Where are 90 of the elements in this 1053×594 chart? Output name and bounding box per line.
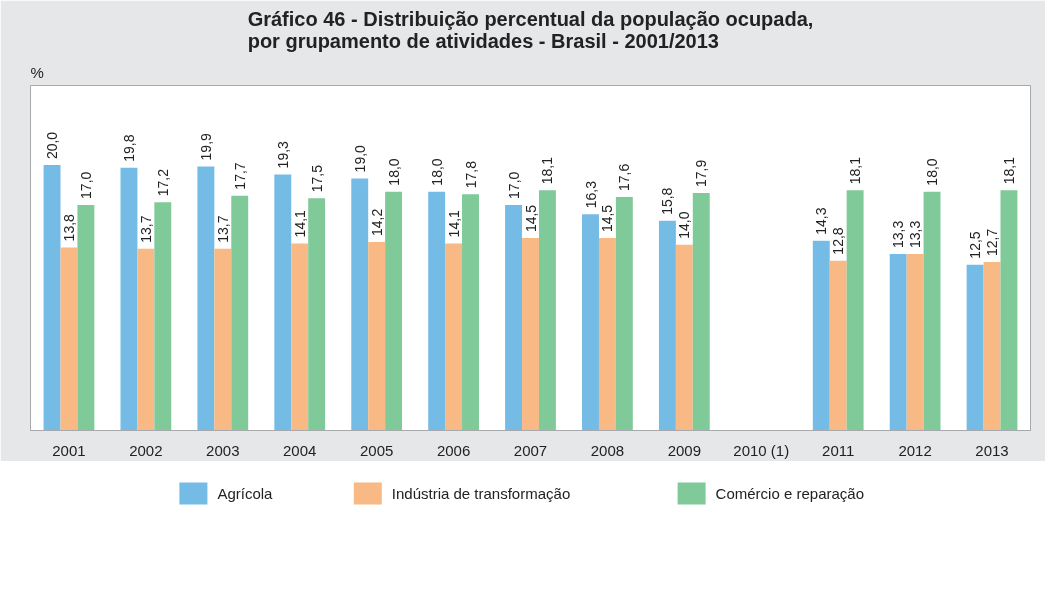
data-label: 14,5 [599, 204, 616, 233]
bar [846, 190, 864, 431]
bar [538, 190, 556, 431]
x-tick-label: 2011 [822, 441, 855, 459]
x-tick-label: 2008 [590, 441, 625, 459]
bar [428, 191, 446, 431]
data-label: 14,1 [291, 209, 308, 238]
data-label: 12,8 [830, 227, 847, 255]
data-label: 13,7 [137, 215, 154, 243]
bar [829, 260, 847, 431]
data-label: 15,8 [659, 187, 676, 215]
bar [505, 204, 523, 431]
data-label: 18,1 [539, 156, 556, 185]
data-label: 14,2 [368, 208, 385, 237]
bar [522, 238, 539, 431]
text: % [30, 63, 44, 81]
data-label: 18,1 [1000, 156, 1017, 185]
x-tick-label: 2001 [52, 441, 86, 459]
x-tick-label: 2009 [667, 441, 702, 459]
data-label: 19,8 [120, 134, 137, 162]
bar [658, 220, 676, 431]
data-label: 17,2 [154, 168, 171, 197]
x-tick-label: 2002 [129, 441, 163, 459]
data-label: 16,3 [582, 180, 599, 209]
x-tick-label: 2007 [513, 441, 548, 459]
data-label: 17,9 [693, 159, 710, 187]
bar [598, 238, 616, 431]
data-label: 18,0 [924, 158, 941, 186]
legend-label: Indústria de transformação [391, 485, 571, 502]
bar [812, 240, 830, 431]
bar [906, 254, 924, 431]
bar [197, 166, 215, 431]
bar [154, 202, 172, 431]
bar [385, 191, 403, 431]
x-tick-label: 2004 [283, 441, 317, 459]
bar [615, 196, 633, 431]
x-tick-label: 2012 [898, 441, 932, 459]
x-tick-label: 2006 [436, 441, 471, 459]
bar [43, 165, 61, 431]
data-label: 18,0 [428, 158, 445, 186]
data-label: 14,3 [813, 207, 830, 235]
bar [675, 244, 693, 431]
bar [462, 194, 479, 431]
data-label: 20,0 [44, 131, 61, 160]
bar [291, 243, 309, 431]
data-label: 19,9 [197, 132, 214, 161]
x-tick-label: 2013 [975, 441, 1009, 459]
data-label: 14,5 [522, 204, 539, 233]
data-label: 13,3 [907, 220, 924, 249]
legend-label: Comércio e reparação [715, 485, 865, 502]
chart-title: Gráfico 46 - Distribuição percentual da população ocupada, por grupamento de atividades - Brasil - 2001/2013 [247, 7, 814, 52]
data-label: 13,7 [214, 215, 231, 243]
bar [445, 243, 463, 431]
bar [1000, 190, 1018, 431]
legend-label: Agrícola [217, 485, 274, 502]
bar [368, 242, 386, 431]
bar [137, 248, 155, 431]
data-label: 12,5 [967, 231, 984, 259]
x-tick-label: 2005 [359, 441, 394, 459]
data-label: 13,3 [890, 220, 907, 249]
data-label: 18,0 [385, 158, 402, 186]
data-label: 14,1 [445, 209, 462, 238]
data-label: 17,5 [308, 164, 325, 193]
data-label: 17,8 [462, 160, 479, 189]
data-label: 19,3 [274, 140, 291, 169]
data-label: 14,0 [676, 211, 693, 239]
bar [582, 214, 599, 431]
bar [308, 198, 326, 431]
bar [983, 261, 1001, 431]
x-tick-label: 2010 (1) [733, 441, 790, 459]
bar [274, 174, 292, 431]
bar [60, 247, 78, 431]
bar [214, 248, 232, 431]
data-label: 17,0 [77, 171, 94, 199]
data-label: 18,1 [847, 156, 864, 185]
data-label: 13,8 [60, 213, 77, 242]
bar [889, 254, 907, 431]
bar [966, 264, 984, 431]
data-label: 17,6 [616, 163, 633, 191]
bar [692, 192, 710, 431]
data-label: 17,7 [231, 162, 248, 190]
bar [77, 204, 95, 431]
bar [231, 195, 249, 431]
bar [351, 178, 369, 431]
data-label: 17,0 [505, 171, 522, 199]
data-label: 19,0 [351, 144, 368, 173]
x-tick-label: 2003 [206, 441, 240, 459]
data-label: 12,7 [984, 228, 1001, 256]
bar [923, 191, 941, 431]
bar [120, 167, 138, 431]
